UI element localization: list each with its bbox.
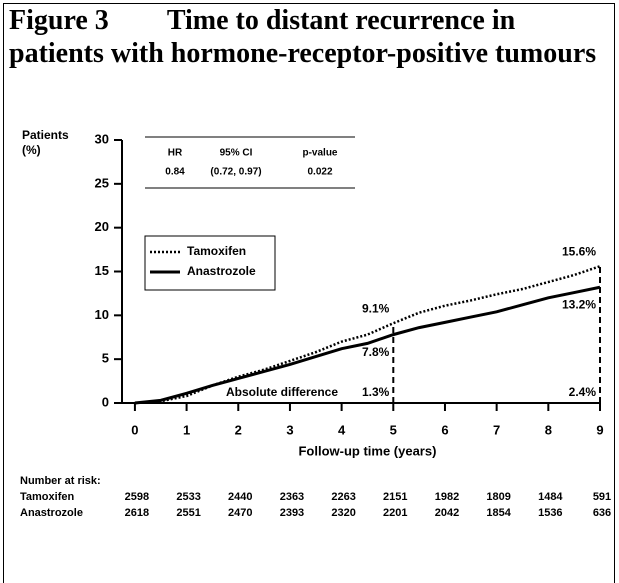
table-value: 0.022 (307, 167, 332, 178)
at-risk-value: 2470 (228, 507, 252, 519)
at-risk-value: 2618 (125, 507, 149, 519)
tamoxifen-label: 15.6% (562, 244, 596, 258)
x-tick-label: 0 (131, 422, 138, 437)
at-risk-value: 2151 (383, 491, 407, 503)
difference-label: 2.4% (569, 385, 597, 399)
at-risk-value: 1982 (435, 491, 459, 503)
anastrozole-label: 7.8% (362, 345, 390, 359)
y-tick-label: 30 (95, 131, 109, 146)
at-risk-value: 1854 (486, 507, 511, 519)
legend-box (144, 235, 276, 291)
legend-label: Tamoxifen (187, 244, 246, 258)
at-risk-value: 1809 (486, 491, 510, 503)
at-risk-value: 636 (593, 507, 611, 519)
series-line (134, 285, 601, 405)
at-risk-value: 2393 (280, 507, 304, 519)
y-tick-label: 0 (102, 394, 109, 409)
at-risk-value: 2320 (331, 507, 355, 519)
table-value: 0.84 (165, 167, 185, 178)
at-risk-name: Anastrozole (20, 507, 83, 519)
title-block: Figure 3 Time to distant recurrence in pa… (9, 4, 615, 70)
x-tick-label: 2 (235, 422, 242, 437)
difference-caption: Absolute difference (226, 385, 338, 399)
at-risk-value: 1484 (538, 491, 563, 503)
y-tick-label: 20 (95, 219, 109, 234)
x-tick-label: 4 (338, 422, 346, 437)
at-risk-value: 2598 (125, 491, 149, 503)
legend-label: Anastrozole (187, 264, 256, 278)
y-tick-label: 10 (95, 307, 109, 322)
x-tick-label: 3 (286, 422, 293, 437)
y-axis-label: Patients (%) (22, 128, 69, 157)
at-risk-value: 2533 (176, 491, 200, 503)
table-header: HR (168, 148, 183, 159)
at-risk-value: 1536 (538, 507, 562, 519)
x-tick-label: 8 (545, 422, 552, 437)
x-tick-label: 9 (596, 422, 603, 437)
x-tick-label: 5 (390, 422, 397, 437)
at-risk-value: 2263 (331, 491, 355, 503)
x-tick-label: 1 (183, 422, 190, 437)
at-risk-label: Number at risk: (20, 475, 101, 487)
table-header: 95% CI (220, 148, 253, 159)
difference-label: 1.3% (362, 385, 390, 399)
anastrozole-label: 13.2% (562, 297, 596, 311)
chart-title: Time to distant recurrence in patients w… (9, 5, 597, 69)
at-risk-value: 2440 (228, 491, 252, 503)
x-tick-label: 7 (493, 422, 500, 437)
at-risk-value: 591 (593, 491, 611, 503)
at-risk-value: 2042 (435, 507, 459, 519)
y-tick-label: 5 (102, 351, 109, 366)
at-risk-name: Tamoxifen (20, 491, 74, 503)
y-tick-label: 25 (95, 175, 109, 190)
at-risk-value: 2363 (280, 491, 304, 503)
at-risk-value: 2551 (176, 507, 200, 519)
y-tick-label: 15 (95, 263, 109, 278)
figure-label: Figure 3 (9, 5, 109, 36)
x-tick-label: 6 (441, 422, 448, 437)
x-axis-label: Follow-up time (years) (298, 443, 436, 458)
table-value: (0.72, 0.97) (210, 167, 261, 178)
tamoxifen-label: 9.1% (362, 301, 390, 315)
at-risk-value: 2201 (383, 507, 407, 519)
table-header: p-value (302, 148, 337, 159)
frame (3, 3, 615, 583)
